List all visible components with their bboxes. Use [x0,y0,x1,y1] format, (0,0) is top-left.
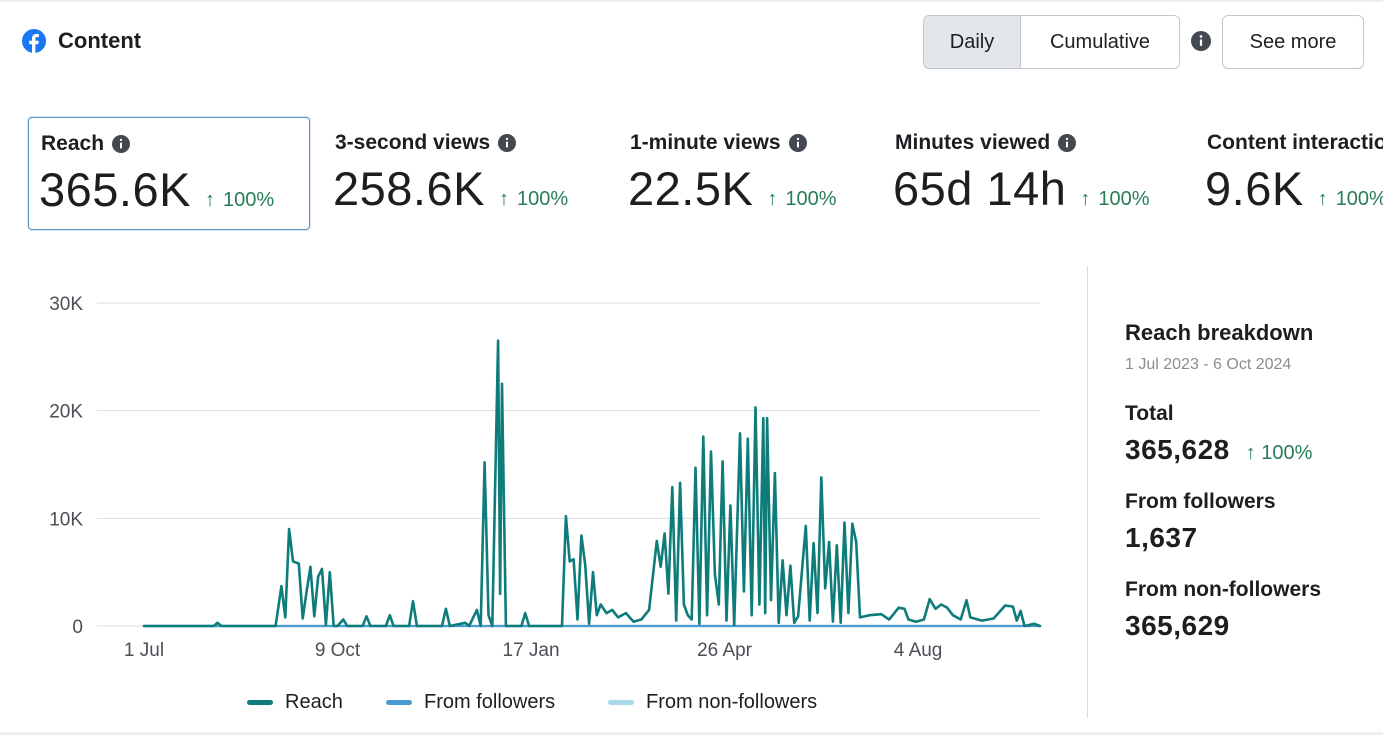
metric-value: 258.6K [333,162,485,215]
info-icon[interactable] [498,134,517,152]
total-value: 365,628 [1125,434,1230,465]
breakdown-date-range: 1 Jul 2023 - 6 Oct 2024 [1125,356,1292,373]
cumulative-button[interactable]: Cumulative [1021,16,1179,68]
metric-change-value: 100% [222,189,275,211]
metric-label: Minutes viewed [895,131,1051,154]
arrow-up-icon: ↑ [767,188,778,210]
x-tick-label: 4 Aug [894,640,943,661]
info-icon[interactable] [112,135,131,153]
metric-change-value: 100% [1098,188,1150,210]
metric-card-content-interactions[interactable]: Content interactions 9.6K ↑ 100% [1195,117,1383,230]
metric-card-3-second-views[interactable]: 3-second views 258.6K ↑ 100% [323,117,608,230]
y-tick-label: 20K [49,402,83,423]
breakdown-title: Reach breakdown [1125,320,1314,345]
legend-swatch [247,700,273,705]
content-header: Content [22,28,141,54]
info-icon[interactable] [1058,134,1077,152]
followers-label: From followers [1125,490,1276,513]
y-tick-label: 0 [72,617,83,638]
arrow-up-icon: ↑ [1245,442,1262,464]
legend-swatch [608,700,634,705]
metric-change: ↑ 100% [767,188,836,211]
metric-change: ↑ 100% [499,188,568,211]
metric-change-value: 100% [785,188,837,210]
x-tick-label: 1 Jul [124,640,164,661]
metrics-strip: Reach 365.6K ↑ 100% 3-second views 258.6K… [0,100,1383,240]
metric-card-minutes-viewed[interactable]: Minutes viewed 65d 14h ↑ 100% [883,117,1183,230]
reach-breakdown-panel: Reach breakdown 1 Jul 2023 - 6 Oct 2024 … [1125,320,1375,642]
non-followers-value: 365,629 [1125,610,1230,641]
panel-divider [1087,266,1088,718]
followers-value: 1,637 [1125,522,1198,553]
daily-button[interactable]: Daily [924,16,1021,68]
metric-value: 365.6K [39,163,191,216]
metric-label: Reach [41,132,105,155]
legend-item-from-followers[interactable]: From followers [386,691,555,714]
x-tick-label: 26 Apr [697,640,753,661]
arrow-up-icon: ↑ [204,189,215,211]
legend-label: From non-followers [646,691,818,713]
arrow-up-icon: ↑ [498,188,509,210]
metric-change: ↑ 100% [205,189,274,212]
metric-change-value: 100% [516,188,569,210]
page-title: Content [58,28,142,53]
x-tick-label: 9 Oct [315,640,361,661]
metric-label: Content interactions [1207,131,1383,154]
x-tick-label: 17 Jan [503,640,560,661]
info-icon[interactable] [788,134,807,152]
y-tick-label: 30K [49,294,83,315]
legend-label: From followers [424,691,556,713]
info-icon[interactable] [1191,31,1211,51]
bottom-divider [0,732,1383,735]
y-tick-label: 10K [49,509,83,530]
total-change-value: 100% [1261,442,1313,464]
arrow-up-icon: ↑ [1317,188,1328,210]
metric-change: ↑ 100% [1080,188,1149,211]
metric-change: ↑ 100% [1318,188,1383,211]
legend-item-reach[interactable]: Reach [247,691,343,714]
metric-card-1-minute-views[interactable]: 1-minute views 22.5K ↑ 100% [618,117,878,230]
metric-value: 9.6K [1205,162,1304,215]
legend-item-from-non-followers[interactable]: From non-followers [608,691,817,714]
metric-value: 65d 14h [893,162,1067,215]
metric-label: 3-second views [335,131,491,154]
legend-label: Reach [285,691,343,713]
top-divider [0,0,1383,2]
facebook-logo-icon [22,29,46,53]
total-label: Total [1125,402,1174,425]
series-line-reach [142,339,1042,628]
metric-label: 1-minute views [630,131,781,154]
non-followers-label: From non-followers [1125,578,1321,601]
metric-change-value: 100% [1335,188,1383,210]
metric-card-reach[interactable]: Reach 365.6K ↑ 100% [28,117,310,230]
arrow-up-icon: ↑ [1080,188,1091,210]
legend-swatch [386,700,412,705]
total-change: ↑ 100% [1246,442,1313,465]
metric-value: 22.5K [628,162,754,215]
view-mode-toggle: Daily Cumulative [923,15,1180,69]
see-more-button[interactable]: See more [1222,15,1364,69]
